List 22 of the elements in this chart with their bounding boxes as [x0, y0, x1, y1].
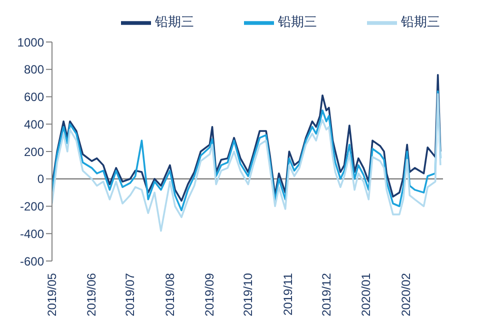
y-tick-label: -600 [20, 254, 44, 268]
y-tick-label: 200 [24, 144, 44, 159]
y-tick-label: 800 [24, 62, 44, 77]
x-tick-label: 2019/06 [84, 272, 99, 316]
x-tick-label: 2019/10 [241, 272, 256, 316]
x-tick-label: 2019/07 [123, 272, 138, 316]
y-tick-label: 0 [37, 172, 44, 186]
legend-label: 铅期三 [155, 14, 194, 30]
x-tick-label: 2019/11 [280, 272, 295, 316]
y-tick-label: 400 [24, 117, 44, 132]
x-tick-label: 2020/02 [398, 272, 413, 316]
y-tick-label: 1000 [17, 35, 44, 50]
legend-label: 铅期三 [401, 14, 440, 30]
x-tick-label: 2019/12 [319, 272, 334, 316]
y-tick-label: 600 [24, 90, 44, 104]
x-tick-label: 2019/08 [162, 272, 177, 316]
y-tick-label: -200 [20, 200, 44, 214]
legend-label: 铅期三 [278, 14, 317, 30]
x-tick-label: 2019/05 [45, 272, 59, 316]
y-tick-label: -400 [20, 226, 44, 241]
x-tick-label: 2020/01 [359, 272, 374, 316]
x-tick-label: 2019/09 [202, 272, 217, 316]
